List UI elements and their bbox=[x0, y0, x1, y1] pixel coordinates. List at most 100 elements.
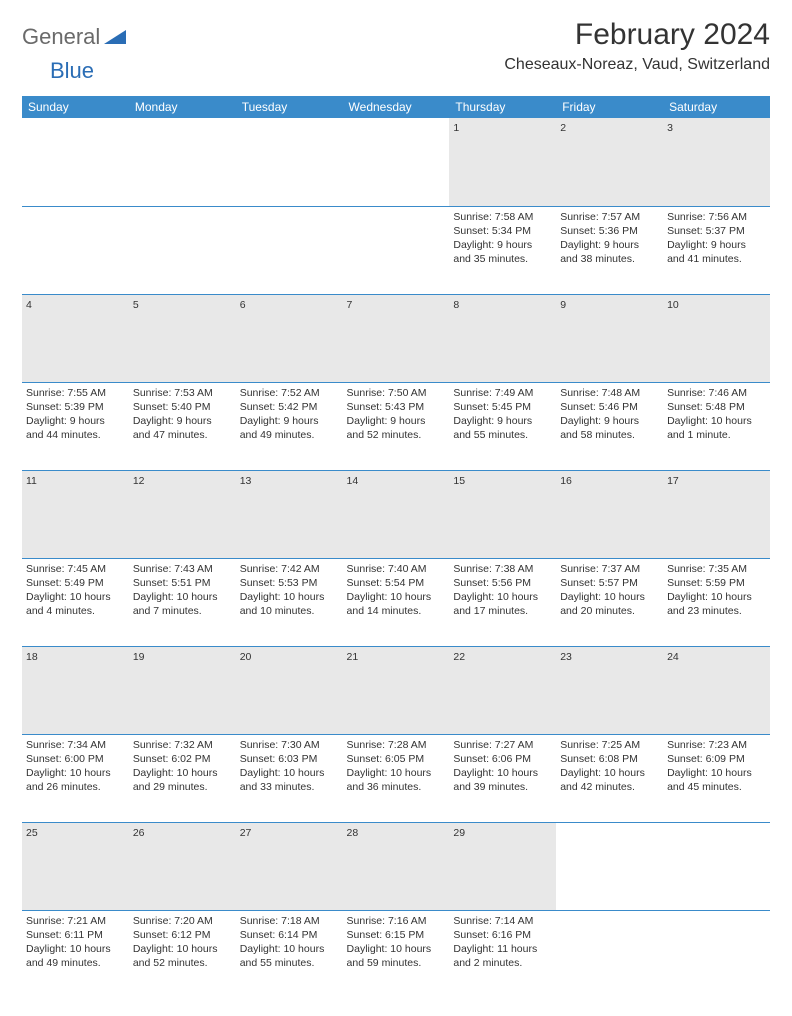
daylight-text: Daylight: 11 hours and 2 minutes. bbox=[453, 942, 552, 970]
logo-text-blue: Blue bbox=[50, 58, 94, 83]
sunset-text: Sunset: 6:00 PM bbox=[26, 752, 125, 766]
day-number-cell bbox=[236, 118, 343, 206]
day-number-cell: 26 bbox=[129, 822, 236, 910]
sunrise-text: Sunrise: 7:46 AM bbox=[667, 386, 766, 400]
sunset-text: Sunset: 5:43 PM bbox=[347, 400, 446, 414]
sunrise-text: Sunrise: 7:16 AM bbox=[347, 914, 446, 928]
day-info-cell bbox=[556, 910, 663, 998]
day-info-cell: Sunrise: 7:20 AMSunset: 6:12 PMDaylight:… bbox=[129, 910, 236, 998]
daylight-text: Daylight: 10 hours and 10 minutes. bbox=[240, 590, 339, 618]
day-number-cell: 23 bbox=[556, 646, 663, 734]
daylight-text: Daylight: 10 hours and 39 minutes. bbox=[453, 766, 552, 794]
sunset-text: Sunset: 6:11 PM bbox=[26, 928, 125, 942]
weekday-header-row: Sunday Monday Tuesday Wednesday Thursday… bbox=[22, 96, 770, 118]
day-info-cell: Sunrise: 7:35 AMSunset: 5:59 PMDaylight:… bbox=[663, 558, 770, 646]
day-number-cell: 18 bbox=[22, 646, 129, 734]
logo-text-general: General bbox=[22, 24, 100, 50]
daylight-text: Daylight: 10 hours and 23 minutes. bbox=[667, 590, 766, 618]
sunrise-text: Sunrise: 7:42 AM bbox=[240, 562, 339, 576]
daylight-text: Daylight: 9 hours and 52 minutes. bbox=[347, 414, 446, 442]
day-number-cell: 3 bbox=[663, 118, 770, 206]
logo-triangle-icon bbox=[104, 26, 126, 49]
weekday-header: Friday bbox=[556, 96, 663, 118]
day-info-cell: Sunrise: 7:18 AMSunset: 6:14 PMDaylight:… bbox=[236, 910, 343, 998]
day-number-cell: 13 bbox=[236, 470, 343, 558]
logo: General bbox=[22, 18, 128, 50]
sunset-text: Sunset: 5:39 PM bbox=[26, 400, 125, 414]
day-info-cell: Sunrise: 7:16 AMSunset: 6:15 PMDaylight:… bbox=[343, 910, 450, 998]
sunset-text: Sunset: 5:42 PM bbox=[240, 400, 339, 414]
day-info-cell: Sunrise: 7:23 AMSunset: 6:09 PMDaylight:… bbox=[663, 734, 770, 822]
daylight-text: Daylight: 10 hours and 45 minutes. bbox=[667, 766, 766, 794]
day-number-cell: 5 bbox=[129, 294, 236, 382]
day-info-cell: Sunrise: 7:30 AMSunset: 6:03 PMDaylight:… bbox=[236, 734, 343, 822]
day-number-cell: 1 bbox=[449, 118, 556, 206]
weekday-header: Wednesday bbox=[343, 96, 450, 118]
day-info-cell: Sunrise: 7:50 AMSunset: 5:43 PMDaylight:… bbox=[343, 382, 450, 470]
sunrise-text: Sunrise: 7:48 AM bbox=[560, 386, 659, 400]
sunset-text: Sunset: 6:09 PM bbox=[667, 752, 766, 766]
daylight-text: Daylight: 10 hours and 7 minutes. bbox=[133, 590, 232, 618]
daylight-text: Daylight: 10 hours and 49 minutes. bbox=[26, 942, 125, 970]
day-info-cell bbox=[236, 206, 343, 294]
info-row: Sunrise: 7:21 AMSunset: 6:11 PMDaylight:… bbox=[22, 910, 770, 998]
daylight-text: Daylight: 10 hours and 17 minutes. bbox=[453, 590, 552, 618]
daylight-text: Daylight: 10 hours and 14 minutes. bbox=[347, 590, 446, 618]
daylight-text: Daylight: 10 hours and 59 minutes. bbox=[347, 942, 446, 970]
weekday-header: Thursday bbox=[449, 96, 556, 118]
day-info-cell: Sunrise: 7:48 AMSunset: 5:46 PMDaylight:… bbox=[556, 382, 663, 470]
day-number-cell: 24 bbox=[663, 646, 770, 734]
day-number-cell bbox=[343, 118, 450, 206]
day-info-cell: Sunrise: 7:58 AMSunset: 5:34 PMDaylight:… bbox=[449, 206, 556, 294]
day-info-cell bbox=[343, 206, 450, 294]
sunrise-text: Sunrise: 7:25 AM bbox=[560, 738, 659, 752]
day-number-cell: 11 bbox=[22, 470, 129, 558]
day-info-cell: Sunrise: 7:40 AMSunset: 5:54 PMDaylight:… bbox=[343, 558, 450, 646]
sunrise-text: Sunrise: 7:55 AM bbox=[26, 386, 125, 400]
sunrise-text: Sunrise: 7:57 AM bbox=[560, 210, 659, 224]
day-info-cell: Sunrise: 7:38 AMSunset: 5:56 PMDaylight:… bbox=[449, 558, 556, 646]
sunset-text: Sunset: 6:12 PM bbox=[133, 928, 232, 942]
day-number-cell: 19 bbox=[129, 646, 236, 734]
weekday-header: Tuesday bbox=[236, 96, 343, 118]
daylight-text: Daylight: 9 hours and 58 minutes. bbox=[560, 414, 659, 442]
sunrise-text: Sunrise: 7:45 AM bbox=[26, 562, 125, 576]
sunset-text: Sunset: 6:16 PM bbox=[453, 928, 552, 942]
sunrise-text: Sunrise: 7:34 AM bbox=[26, 738, 125, 752]
sunset-text: Sunset: 5:46 PM bbox=[560, 400, 659, 414]
sunset-text: Sunset: 6:05 PM bbox=[347, 752, 446, 766]
sunrise-text: Sunrise: 7:21 AM bbox=[26, 914, 125, 928]
daylight-text: Daylight: 10 hours and 29 minutes. bbox=[133, 766, 232, 794]
sunrise-text: Sunrise: 7:40 AM bbox=[347, 562, 446, 576]
daynum-row: 11121314151617 bbox=[22, 470, 770, 558]
day-number-cell: 12 bbox=[129, 470, 236, 558]
daylight-text: Daylight: 10 hours and 26 minutes. bbox=[26, 766, 125, 794]
daylight-text: Daylight: 9 hours and 55 minutes. bbox=[453, 414, 552, 442]
sunrise-text: Sunrise: 7:23 AM bbox=[667, 738, 766, 752]
sunrise-text: Sunrise: 7:38 AM bbox=[453, 562, 552, 576]
sunset-text: Sunset: 6:15 PM bbox=[347, 928, 446, 942]
day-info-cell: Sunrise: 7:42 AMSunset: 5:53 PMDaylight:… bbox=[236, 558, 343, 646]
sunset-text: Sunset: 5:56 PM bbox=[453, 576, 552, 590]
daylight-text: Daylight: 10 hours and 33 minutes. bbox=[240, 766, 339, 794]
sunset-text: Sunset: 6:02 PM bbox=[133, 752, 232, 766]
sunrise-text: Sunrise: 7:58 AM bbox=[453, 210, 552, 224]
sunrise-text: Sunrise: 7:18 AM bbox=[240, 914, 339, 928]
daylight-text: Daylight: 9 hours and 38 minutes. bbox=[560, 238, 659, 266]
sunrise-text: Sunrise: 7:20 AM bbox=[133, 914, 232, 928]
day-number-cell: 21 bbox=[343, 646, 450, 734]
sunset-text: Sunset: 5:53 PM bbox=[240, 576, 339, 590]
sunrise-text: Sunrise: 7:56 AM bbox=[667, 210, 766, 224]
day-info-cell: Sunrise: 7:49 AMSunset: 5:45 PMDaylight:… bbox=[449, 382, 556, 470]
day-number-cell bbox=[22, 118, 129, 206]
daylight-text: Daylight: 9 hours and 47 minutes. bbox=[133, 414, 232, 442]
info-row: Sunrise: 7:34 AMSunset: 6:00 PMDaylight:… bbox=[22, 734, 770, 822]
day-number-cell: 27 bbox=[236, 822, 343, 910]
weekday-header: Saturday bbox=[663, 96, 770, 118]
weekday-header: Sunday bbox=[22, 96, 129, 118]
sunset-text: Sunset: 6:14 PM bbox=[240, 928, 339, 942]
day-number-cell: 16 bbox=[556, 470, 663, 558]
sunrise-text: Sunrise: 7:52 AM bbox=[240, 386, 339, 400]
day-number-cell: 7 bbox=[343, 294, 450, 382]
day-number-cell: 17 bbox=[663, 470, 770, 558]
